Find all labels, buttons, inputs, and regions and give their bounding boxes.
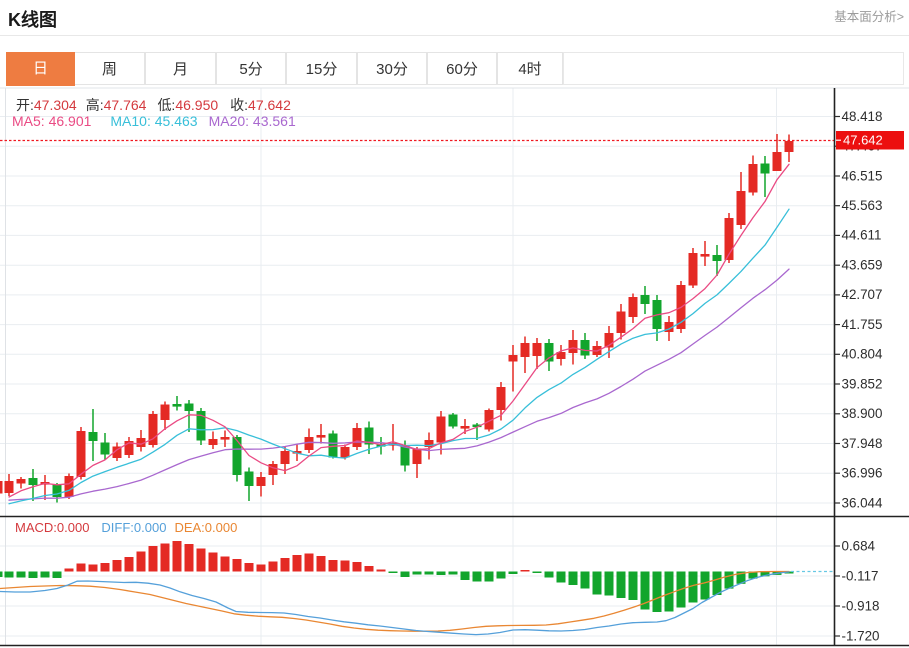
svg-text:44.611: 44.611 — [842, 228, 882, 243]
svg-text:42.707: 42.707 — [842, 287, 883, 302]
svg-text:43.659: 43.659 — [842, 258, 883, 273]
svg-text:-1.720: -1.720 — [842, 628, 880, 643]
svg-text:39.852: 39.852 — [842, 376, 883, 391]
svg-text:41.755: 41.755 — [842, 317, 883, 332]
svg-text:47.642: 47.642 — [843, 133, 883, 148]
svg-text:36.044: 36.044 — [842, 495, 884, 510]
svg-text:48.418: 48.418 — [842, 109, 883, 124]
svg-text:-0.918: -0.918 — [842, 598, 880, 613]
svg-text:46.515: 46.515 — [842, 168, 883, 183]
svg-text:40.804: 40.804 — [842, 347, 884, 362]
svg-text:0.684: 0.684 — [842, 538, 876, 553]
svg-text:36.996: 36.996 — [842, 466, 883, 481]
svg-text:-0.117: -0.117 — [842, 568, 879, 583]
svg-text:38.900: 38.900 — [842, 406, 883, 421]
svg-text:45.563: 45.563 — [842, 198, 883, 213]
svg-text:37.948: 37.948 — [842, 436, 883, 451]
